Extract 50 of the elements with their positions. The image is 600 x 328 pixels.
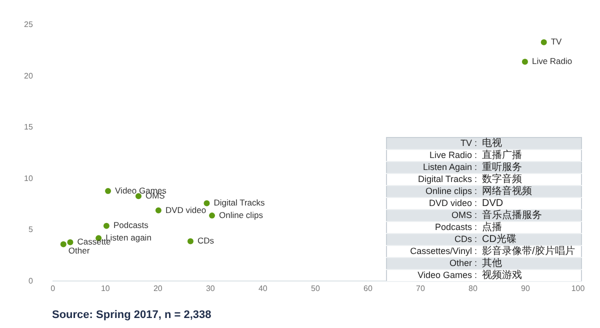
y-tick-label: 25 bbox=[24, 20, 34, 30]
annotation: Other : 其他 bbox=[386, 258, 582, 270]
x-tick-label: 50 bbox=[310, 284, 320, 294]
x-tick-label: 30 bbox=[206, 284, 216, 294]
annotation: Live Radio : 直播广播 bbox=[386, 150, 582, 162]
annotation: CDs : CD光碟 bbox=[386, 234, 582, 246]
x-tick-label: 20 bbox=[153, 284, 163, 294]
annotation: Listen Again : 重听服务 bbox=[386, 162, 582, 174]
x-tick-label: 40 bbox=[258, 284, 268, 294]
x-tick-label: 70 bbox=[416, 284, 426, 294]
series-label: Online clips bbox=[219, 210, 263, 220]
point bbox=[204, 200, 210, 206]
annotation: OMS : 音乐点播服务 bbox=[386, 210, 582, 222]
point bbox=[522, 58, 528, 65]
y-tick-label: 15 bbox=[24, 122, 34, 132]
series-label: Live Radio bbox=[532, 56, 572, 66]
x-tick-label: 10 bbox=[100, 284, 110, 294]
series-label: Other bbox=[68, 246, 90, 256]
point bbox=[135, 193, 142, 200]
annotation: Online clips : 网络音视频 bbox=[386, 186, 582, 198]
annotation: Digital Tracks : 数字音频 bbox=[386, 174, 582, 186]
annotation: Video Games : 视频游戏 bbox=[386, 270, 582, 282]
series-label: DVD video bbox=[165, 204, 206, 215]
x-tick-label: 90 bbox=[521, 284, 530, 294]
y-tick-label: 20 bbox=[24, 71, 34, 80]
point bbox=[187, 238, 194, 244]
annotation: Podcasts : 点播 bbox=[386, 222, 582, 234]
annotation: DVD video : DVD bbox=[386, 198, 582, 210]
source-note: Source: Spring 2017, n = 2,338 bbox=[52, 309, 212, 321]
series-label: Podcasts bbox=[113, 220, 148, 230]
series-label: Digital Tracks bbox=[214, 198, 265, 208]
point bbox=[103, 222, 110, 229]
series-label: CDs bbox=[197, 236, 214, 246]
x-tick-label: 80 bbox=[468, 284, 478, 294]
point bbox=[540, 39, 547, 46]
annotation: TV : 电视 bbox=[386, 138, 582, 150]
x-tick-label: 100 bbox=[571, 284, 586, 294]
point bbox=[155, 207, 162, 214]
y-tick-label: 5 bbox=[28, 225, 34, 234]
point bbox=[105, 188, 112, 194]
point bbox=[209, 212, 216, 219]
y-tick-label: 0 bbox=[28, 276, 34, 286]
point bbox=[60, 241, 66, 248]
annotation: Cassettes/Vinyl : 影音录像带/胶片唱片 bbox=[386, 246, 582, 258]
series-label: TV bbox=[550, 36, 562, 47]
point bbox=[67, 239, 74, 246]
x-tick-label: 0 bbox=[50, 284, 56, 294]
y-tick-label: 10 bbox=[24, 174, 34, 183]
x-tick-label: 60 bbox=[364, 284, 373, 294]
series-label: Video Games bbox=[115, 185, 166, 196]
